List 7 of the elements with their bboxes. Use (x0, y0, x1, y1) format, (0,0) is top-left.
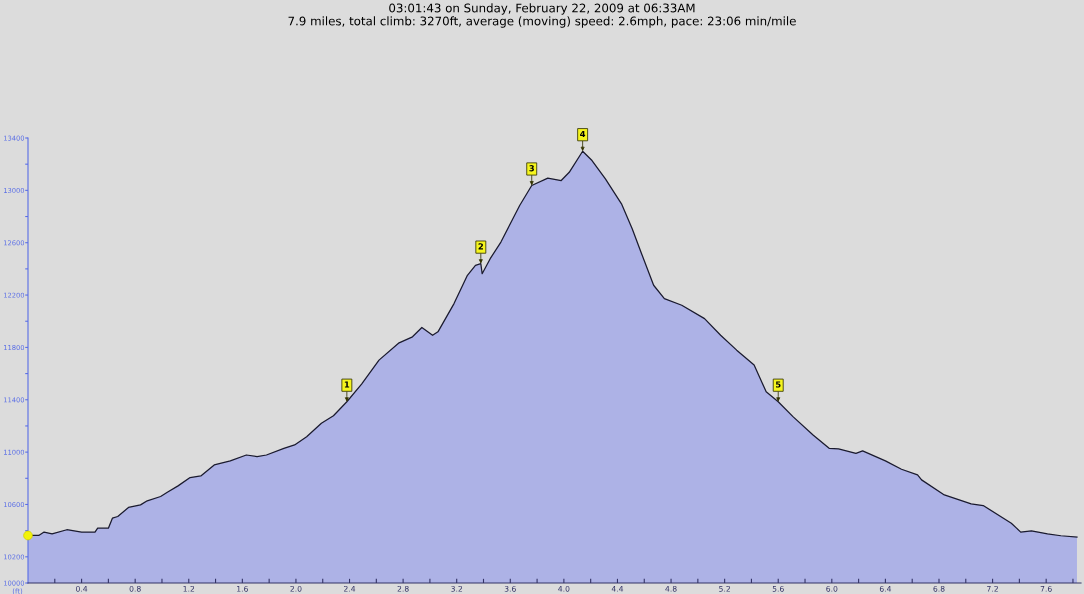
annotation: 3 (529, 165, 534, 172)
annotation: 1 (344, 381, 350, 388)
chart-title: 03:01:43 on Sunday, February 22, 2009 at 06:33AM (389, 3, 695, 15)
annotation: 2 (478, 243, 483, 250)
annotation: 4 (580, 130, 586, 137)
chart-subtitle: 7.9 miles, total climb: 3270ft, average (moving) speed: 2.6mph, pace: 23:06 min/mile (288, 16, 796, 28)
annotation: 5 (775, 381, 781, 388)
